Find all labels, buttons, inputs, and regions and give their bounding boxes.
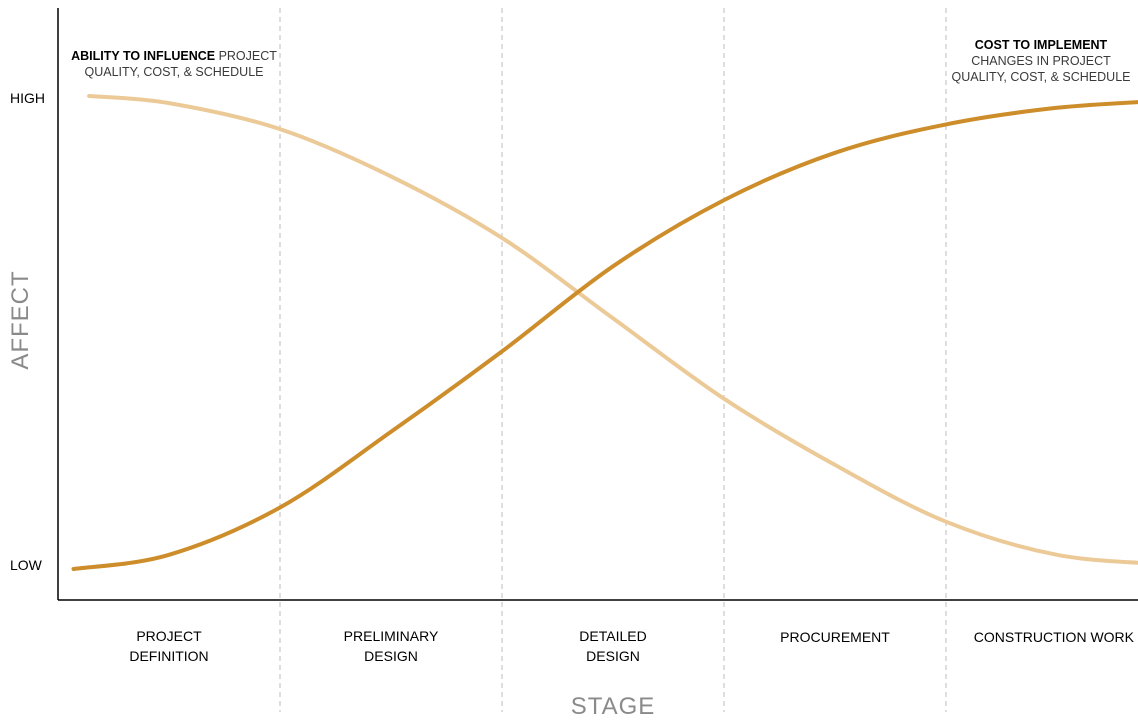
x-tick-label: DETAILED DESIGN <box>579 628 646 664</box>
series-annotation-cost-to-implement: COST TO IMPLEMENT CHANGES IN PROJECT QUALI… <box>952 38 1131 84</box>
series-layer <box>71 94 1138 571</box>
x-tick-label: PROJECT DEFINITION <box>129 628 208 664</box>
x-axis-title: STAGE <box>571 693 656 720</box>
y-tick-low: LOW <box>10 557 43 573</box>
x-tick-label: PROCUREMENT <box>780 629 890 645</box>
x-tick-label: PRELIMINARY DESIGN <box>344 628 439 664</box>
x-tick-label: CONSTRUCTION WORK <box>974 629 1135 645</box>
series-annotation-ability-to-influence: ABILITY TO INFLUENCE PROJECT QUALITY, COS… <box>71 49 277 79</box>
stage-dividers <box>279 8 947 712</box>
y-tick-high: HIGH <box>10 90 45 106</box>
series-annotations: ABILITY TO INFLUENCE PROJECT QUALITY, COS… <box>71 38 1130 84</box>
series-line-cost-to-implement <box>71 100 1138 571</box>
x-tick-labels: PROJECT DEFINITION PRELIMINARY DESIGN DETAIL… <box>129 628 1134 664</box>
y-axis-title: AFFECT <box>7 270 34 369</box>
series-line-ability-to-influence <box>87 94 1138 565</box>
